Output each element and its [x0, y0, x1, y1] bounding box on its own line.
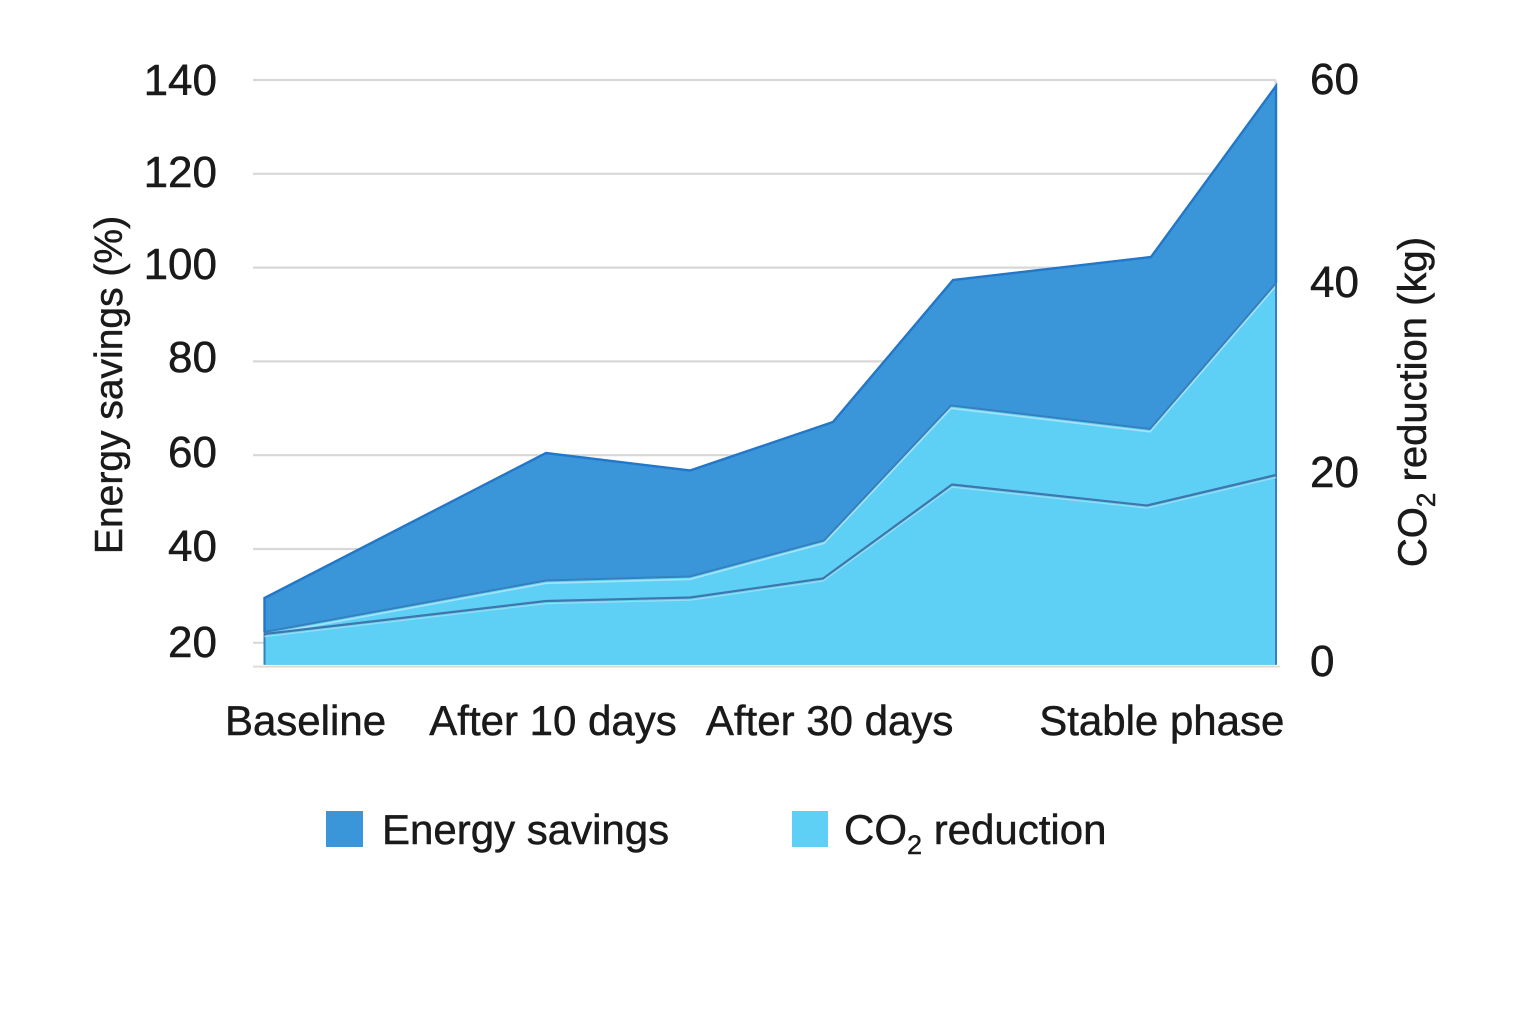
svg-text:40: 40 [168, 522, 217, 571]
svg-text:0: 0 [1310, 637, 1334, 686]
svg-text:120: 120 [144, 148, 217, 197]
svg-text:100: 100 [144, 240, 217, 289]
svg-text:CO2 reduction: CO2 reduction [844, 806, 1106, 860]
svg-text:20: 20 [1310, 448, 1359, 497]
svg-text:Energy savings (%): Energy savings (%) [88, 216, 131, 554]
svg-text:Stable phase: Stable phase [1039, 697, 1284, 744]
svg-text:80: 80 [168, 333, 217, 382]
svg-text:20: 20 [168, 618, 217, 667]
svg-text:CO2 reduction (kg): CO2 reduction (kg) [1391, 237, 1441, 567]
svg-text:40: 40 [1310, 258, 1359, 307]
svg-text:60: 60 [168, 428, 217, 477]
svg-text:After 30 days: After 30 days [706, 697, 953, 744]
svg-text:60: 60 [1310, 55, 1359, 104]
svg-text:Energy savings: Energy savings [382, 806, 669, 853]
svg-text:Baseline: Baseline [225, 697, 386, 744]
svg-text:After 10 days: After 10 days [429, 697, 676, 744]
svg-text:140: 140 [144, 56, 217, 105]
